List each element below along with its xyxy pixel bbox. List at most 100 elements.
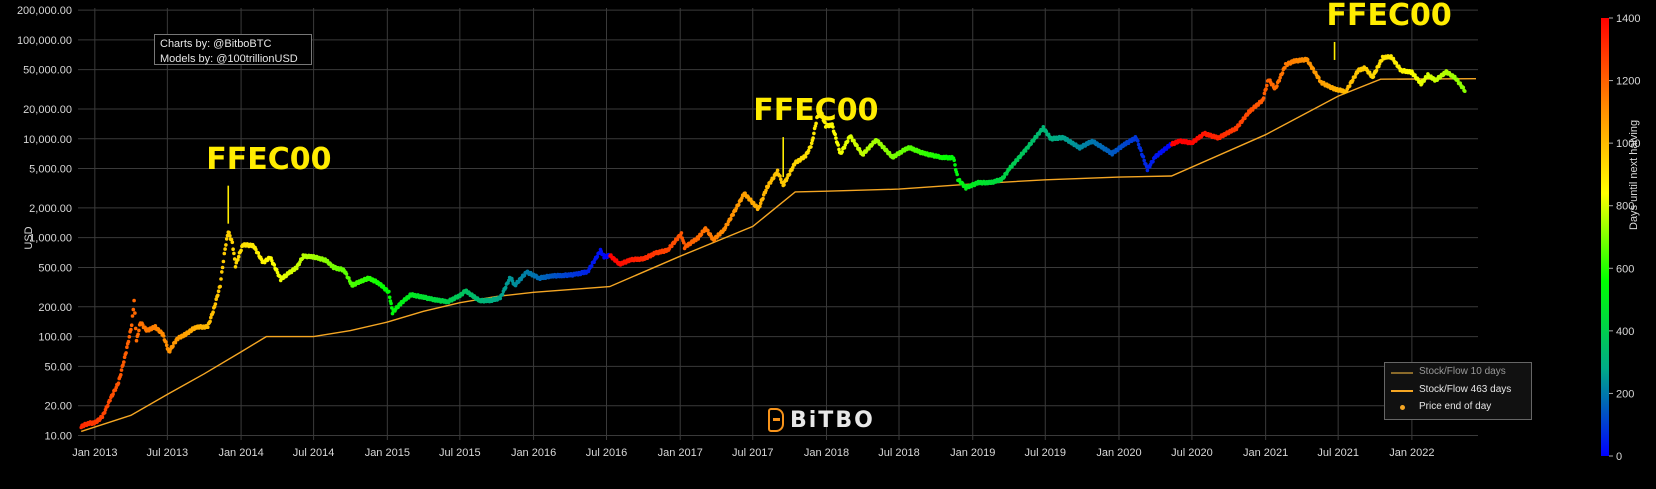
price-point bbox=[132, 298, 136, 303]
price-point bbox=[219, 277, 223, 281]
price-point bbox=[209, 315, 213, 320]
price-point bbox=[228, 234, 232, 238]
colorbar-tick-label: 600 bbox=[1616, 263, 1634, 275]
x-tick-label: Jan 2017 bbox=[658, 447, 703, 459]
legend-dot-price bbox=[1400, 405, 1405, 410]
price-point bbox=[729, 216, 733, 221]
price-point bbox=[706, 228, 710, 233]
price-series bbox=[79, 54, 1467, 430]
price-point bbox=[842, 145, 847, 150]
price-point bbox=[1420, 81, 1424, 86]
x-tick-label: Jul 2014 bbox=[293, 447, 335, 459]
price-point bbox=[216, 293, 220, 298]
price-point bbox=[111, 392, 115, 396]
price-point bbox=[224, 237, 229, 241]
colorbar bbox=[1601, 18, 1609, 456]
price-point bbox=[347, 276, 351, 280]
price-point bbox=[272, 263, 277, 267]
price-point bbox=[1262, 91, 1267, 96]
price-point bbox=[116, 381, 121, 386]
legend-label-sf463: Stock/Flow 463 days bbox=[1419, 384, 1512, 395]
chart-legend[interactable]: Stock/Flow 10 days Stock/Flow 463 days P… bbox=[1384, 362, 1532, 420]
y-tick-label: 1,000.00 bbox=[29, 233, 72, 245]
legend-item-price[interactable]: Price end of day bbox=[1385, 401, 1531, 415]
price-point bbox=[595, 254, 600, 259]
price-point bbox=[216, 289, 221, 294]
price-point bbox=[1277, 78, 1282, 83]
price-point bbox=[814, 121, 818, 126]
price-point bbox=[270, 259, 274, 263]
price-point bbox=[764, 188, 768, 193]
price-point bbox=[837, 147, 841, 152]
price-point bbox=[1023, 149, 1028, 153]
x-tick-label: Jan 2020 bbox=[1096, 447, 1141, 459]
price-point bbox=[1463, 89, 1467, 93]
price-point bbox=[812, 131, 816, 136]
price-point bbox=[220, 270, 224, 274]
price-point bbox=[121, 363, 125, 367]
bitbo-logo-icon bbox=[768, 408, 784, 432]
price-point bbox=[119, 373, 123, 377]
price-point bbox=[1021, 151, 1025, 156]
price-point bbox=[1044, 129, 1049, 134]
price-point bbox=[127, 335, 132, 339]
price-point bbox=[1136, 139, 1140, 143]
y-tick-label: 10,000.00 bbox=[23, 134, 72, 146]
price-point bbox=[227, 230, 231, 235]
x-tick-label: Jan 2015 bbox=[365, 447, 410, 459]
price-point bbox=[125, 345, 129, 350]
y-tick-label: 2,000.00 bbox=[29, 203, 72, 215]
price-point bbox=[230, 240, 235, 245]
price-point bbox=[510, 279, 515, 283]
colorbar-title: Days until next halving bbox=[1628, 119, 1640, 230]
price-point bbox=[161, 334, 166, 338]
price-point bbox=[855, 143, 859, 148]
price-point bbox=[390, 311, 395, 316]
price-point bbox=[1261, 96, 1266, 100]
price-point bbox=[396, 305, 400, 310]
price-point bbox=[522, 273, 527, 278]
price-point bbox=[1010, 165, 1014, 169]
price-point bbox=[222, 251, 227, 256]
price-point bbox=[208, 319, 212, 324]
legend-item-sf10[interactable]: Stock/Flow 10 days bbox=[1385, 366, 1531, 380]
price-point bbox=[1015, 158, 1020, 162]
price-point bbox=[275, 270, 280, 275]
x-tick-label: Jan 2014 bbox=[218, 447, 263, 459]
colorbar-tick-label: 800 bbox=[1616, 201, 1634, 213]
price-point bbox=[1311, 67, 1316, 71]
price-point bbox=[164, 340, 168, 344]
y-tick-label: 5,000.00 bbox=[29, 164, 72, 176]
price-point bbox=[1317, 76, 1321, 80]
price-point bbox=[785, 176, 789, 180]
price-point bbox=[1237, 123, 1242, 127]
price-point bbox=[1389, 54, 1393, 58]
price-point bbox=[833, 132, 837, 137]
price-point bbox=[254, 247, 258, 252]
price-point bbox=[387, 295, 392, 300]
price-point bbox=[840, 150, 844, 154]
annotation-label-2013: FFEC00 bbox=[206, 141, 332, 177]
price-point bbox=[106, 403, 110, 408]
price-point bbox=[830, 122, 834, 126]
price-point bbox=[751, 201, 756, 205]
x-tick-label: Jul 2020 bbox=[1171, 447, 1213, 459]
y-axis-label: USD bbox=[23, 226, 35, 249]
price-point bbox=[771, 176, 776, 180]
x-tick-label: Jan 2021 bbox=[1243, 447, 1288, 459]
price-point bbox=[758, 204, 762, 209]
price-point bbox=[803, 155, 808, 159]
price-point bbox=[122, 355, 127, 360]
price-point bbox=[223, 247, 227, 251]
legend-swatch-sf463 bbox=[1391, 390, 1413, 392]
sf-463-line bbox=[80, 78, 1477, 433]
price-point bbox=[1416, 77, 1420, 81]
price-point bbox=[218, 284, 222, 289]
price-point bbox=[220, 265, 225, 270]
x-tick-label: Jul 2019 bbox=[1024, 447, 1066, 459]
legend-item-sf463[interactable]: Stock/Flow 463 days bbox=[1385, 384, 1531, 398]
price-point bbox=[136, 332, 140, 337]
price-point bbox=[173, 340, 178, 345]
x-tick-label: Jul 2013 bbox=[147, 447, 189, 459]
